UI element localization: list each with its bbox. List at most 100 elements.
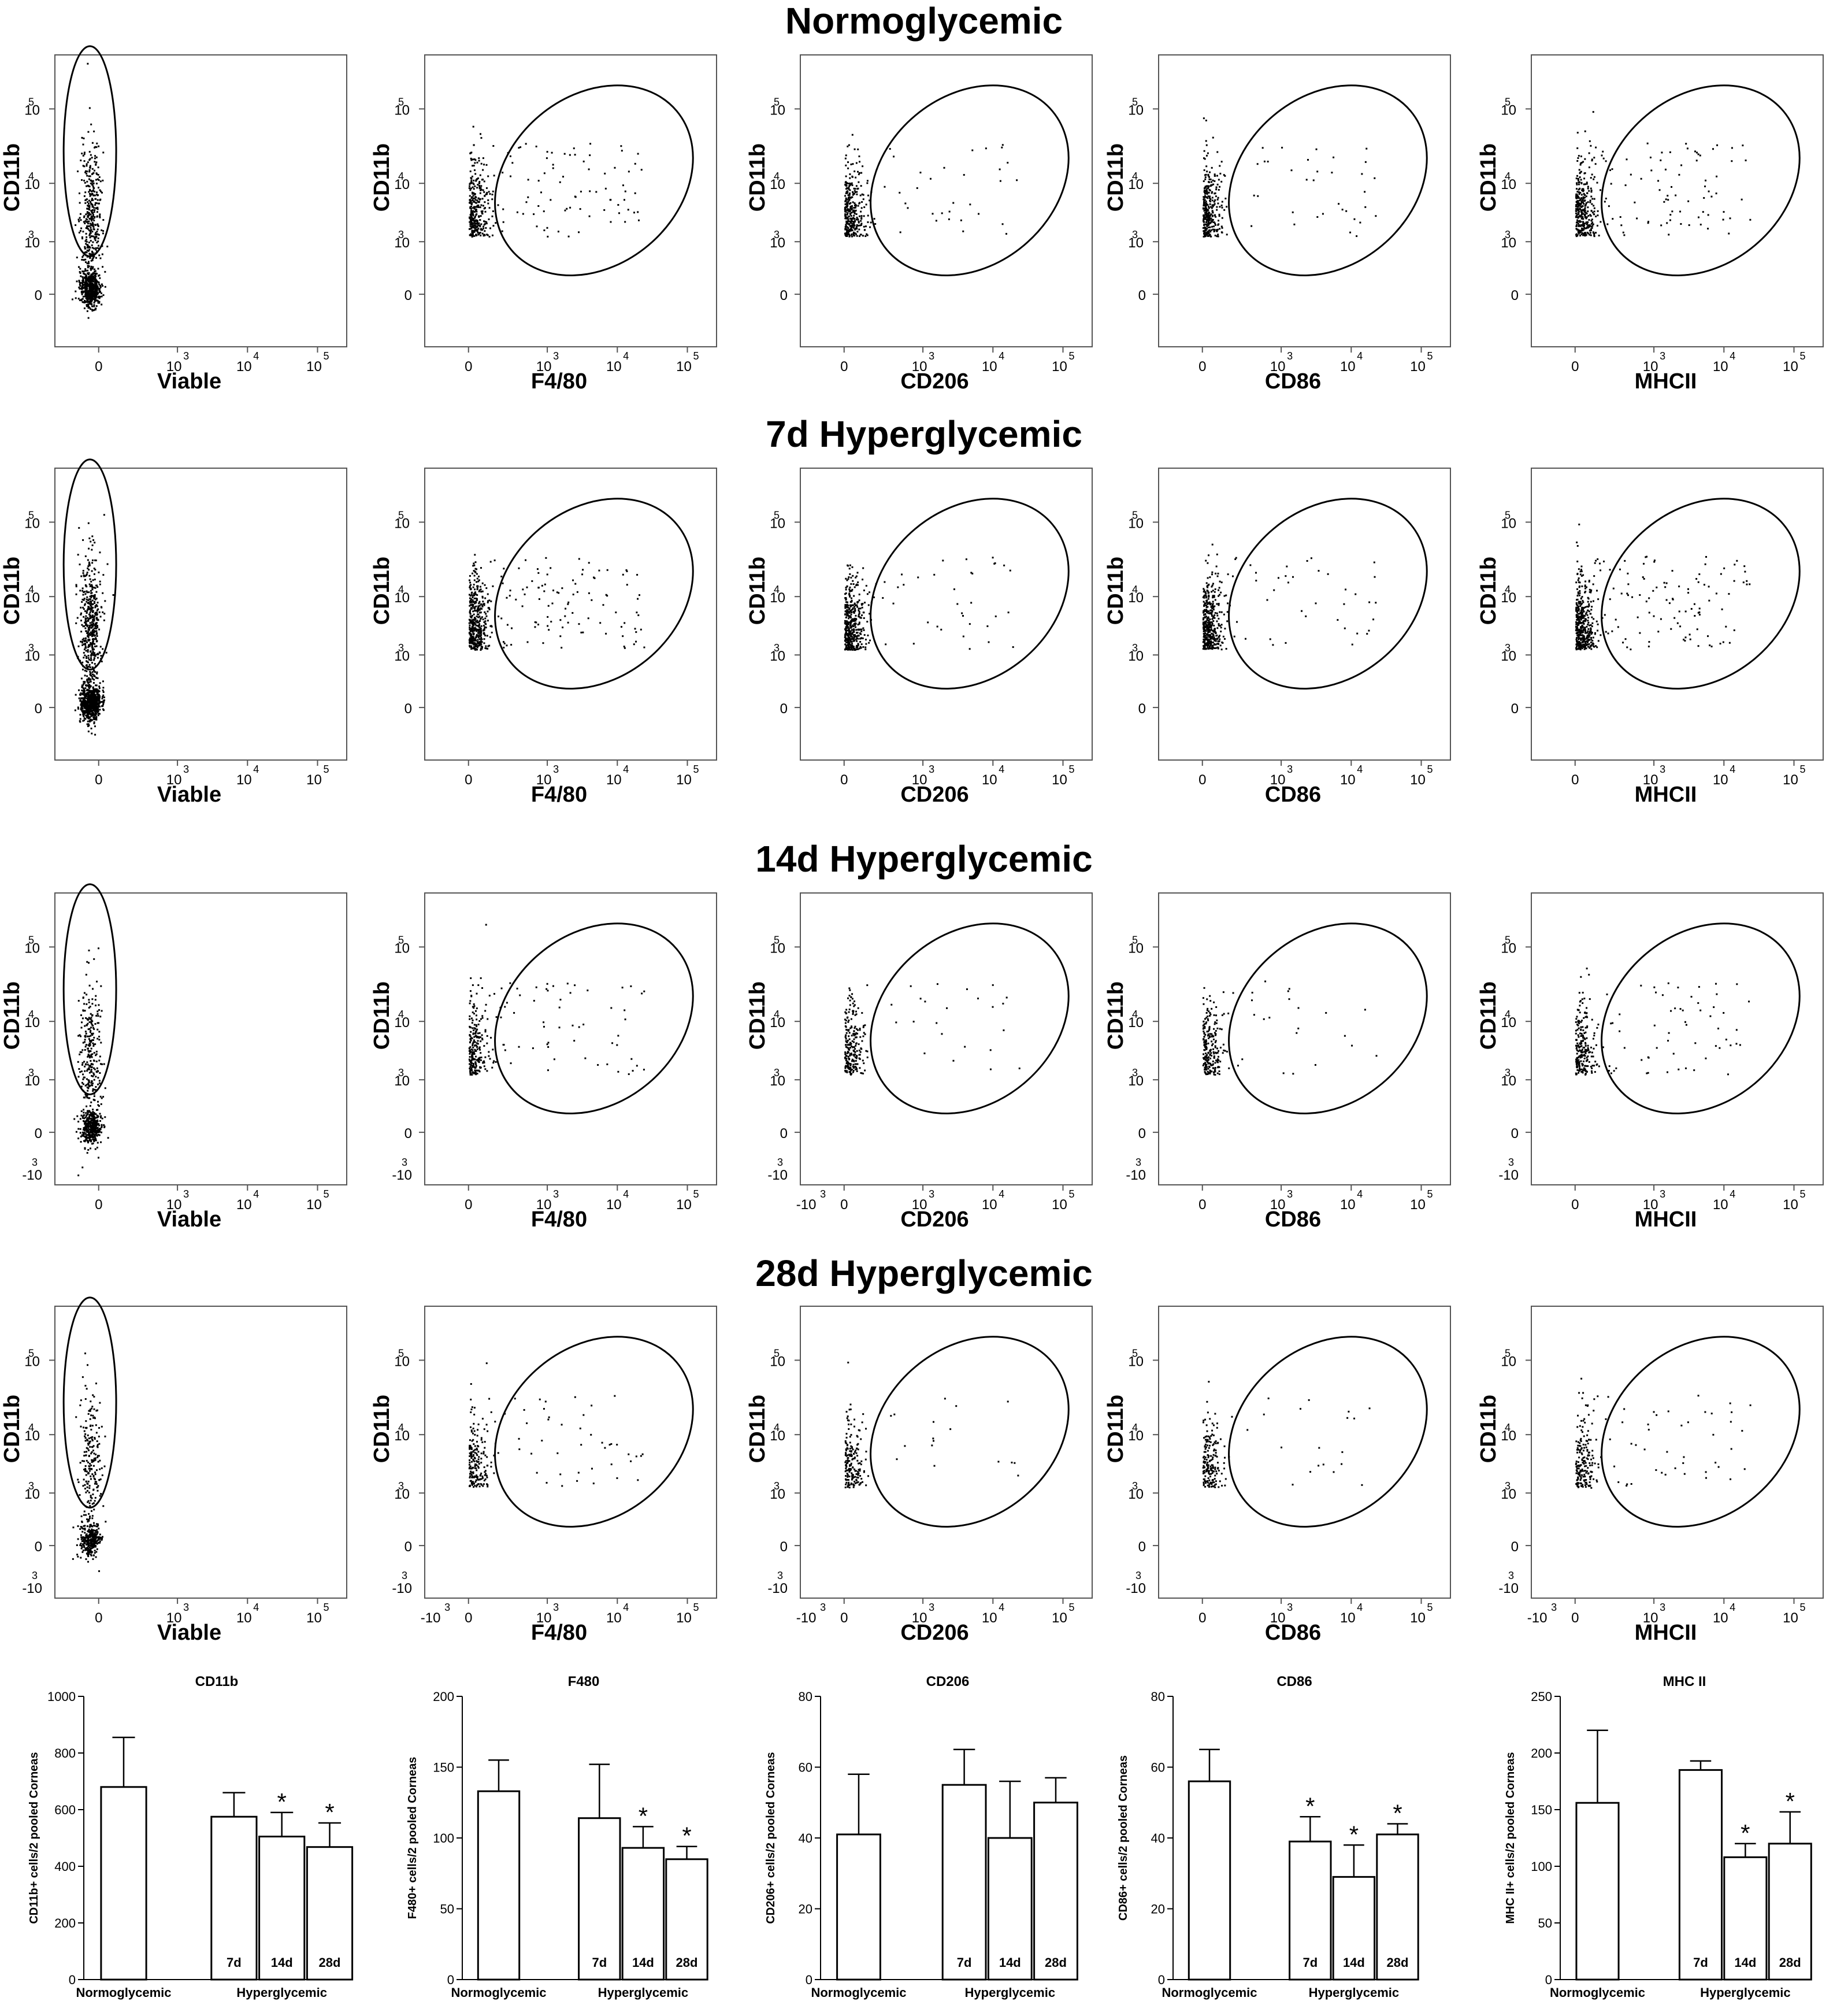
event-dot [884, 186, 886, 188]
event-dot [84, 268, 87, 270]
event-dot [1582, 213, 1584, 215]
event-dot [1578, 191, 1580, 194]
event-dot [1699, 154, 1701, 157]
event-dot [93, 219, 95, 221]
event-dot [96, 280, 98, 283]
event-dot [473, 183, 475, 186]
event-dot [470, 157, 472, 160]
event-dot [475, 229, 477, 231]
event-dot [1578, 225, 1580, 227]
event-dot [1003, 564, 1005, 566]
event-dot [90, 235, 92, 238]
event-dot [101, 245, 103, 247]
event-dot [851, 590, 853, 592]
event-dot [488, 599, 491, 602]
event-dot [1211, 220, 1213, 222]
event-dot [1203, 187, 1205, 190]
event-dot [87, 682, 89, 684]
event-dot [91, 607, 93, 609]
event-dot [96, 173, 98, 175]
event-dot [86, 678, 88, 680]
event-dot [88, 645, 90, 647]
event-dot [852, 640, 855, 642]
event-dot [477, 630, 480, 632]
x-tick-label: 0 [465, 359, 472, 375]
x-tick-label: 0 [465, 772, 472, 788]
event-dot [544, 583, 546, 585]
event-dot [474, 199, 477, 201]
event-dot [89, 578, 91, 580]
event-dot [477, 184, 479, 186]
event-dot [561, 587, 563, 590]
event-dot [1660, 159, 1662, 161]
event-dot [1580, 224, 1582, 226]
event-dot [90, 227, 92, 229]
event-dot [88, 178, 90, 180]
event-dot [1204, 202, 1207, 204]
event-dot [578, 623, 580, 625]
event-dot [94, 654, 97, 656]
event-dot [640, 169, 643, 171]
event-dot [87, 305, 90, 307]
event-dot [96, 194, 98, 196]
event-dot [1213, 225, 1215, 228]
event-dot [97, 206, 99, 209]
event-dot [95, 591, 98, 593]
event-dot [87, 724, 90, 727]
event-dot [1216, 209, 1218, 211]
event-dot [1218, 594, 1220, 596]
event-dot [849, 192, 851, 195]
event-dot [1593, 235, 1595, 238]
event-dot [919, 172, 922, 174]
event-dot [94, 281, 96, 283]
event-dot [86, 227, 88, 229]
event-dot [854, 170, 856, 172]
event-dot [860, 210, 862, 213]
event-dot [1697, 153, 1699, 155]
event-dot [90, 595, 92, 597]
event-dot [1209, 203, 1211, 205]
x-tick-label: 10 [1340, 359, 1356, 375]
event-dot [637, 598, 639, 600]
event-dot [1207, 638, 1209, 640]
event-dot [851, 609, 853, 611]
event-dot [593, 576, 595, 579]
event-dot [1212, 179, 1214, 181]
event-dot [1208, 232, 1210, 235]
event-dot [1211, 215, 1214, 217]
event-dot [86, 657, 88, 659]
event-dot [92, 180, 94, 182]
event-dot [1584, 209, 1586, 212]
event-dot [90, 685, 92, 687]
event-dot [88, 706, 91, 709]
event-dot [1680, 223, 1682, 225]
event-dot [965, 558, 967, 561]
event-dot [845, 648, 847, 650]
event-dot [866, 593, 869, 595]
event-dot [77, 218, 80, 221]
event-dot [79, 564, 81, 566]
event-dot [1575, 195, 1578, 197]
event-dot [85, 574, 87, 576]
event-dot [847, 634, 849, 636]
event-dot [574, 196, 577, 198]
event-dot [1307, 158, 1309, 161]
event-dot [851, 646, 854, 648]
event-dot [88, 629, 91, 631]
event-dot [852, 607, 854, 609]
event-dot [1576, 228, 1578, 231]
event-dot [82, 281, 84, 283]
event-dot [1667, 195, 1669, 197]
event-dot [1206, 610, 1208, 612]
event-dot [1619, 216, 1621, 218]
event-dot [860, 185, 862, 187]
event-dot [474, 227, 476, 229]
event-dot [475, 635, 477, 638]
event-dot [636, 611, 638, 614]
event-dot [89, 275, 91, 277]
event-dot [855, 614, 857, 617]
event-dot [511, 162, 514, 164]
event-dot [845, 627, 847, 629]
event-dot [478, 157, 480, 160]
event-dot [481, 646, 484, 648]
